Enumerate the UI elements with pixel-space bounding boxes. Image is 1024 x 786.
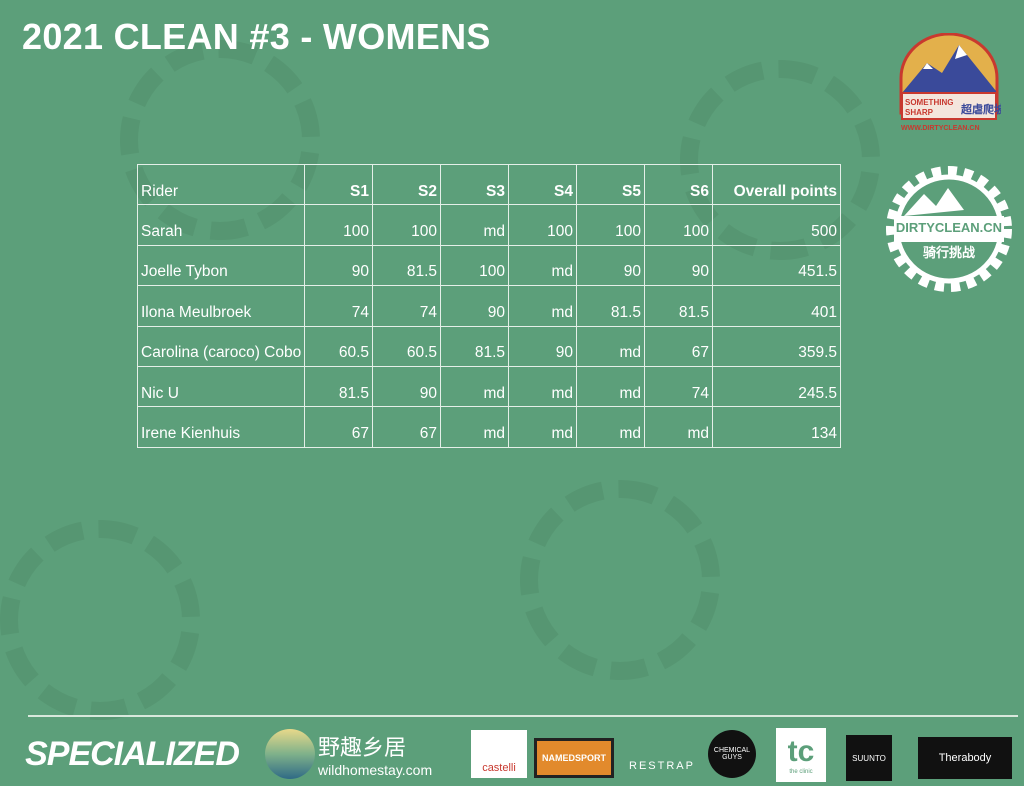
stage-points-s1: 67 bbox=[304, 406, 373, 448]
stage-points-s1: 60.5 bbox=[304, 325, 373, 367]
background-gear bbox=[0, 520, 200, 720]
svg-text:骑行挑战: 骑行挑战 bbox=[923, 245, 975, 260]
stage-points-s2: 100 bbox=[372, 204, 441, 246]
table-row: Joelle Tybon 90 81.5 100 md 90 90 451.5 bbox=[137, 244, 841, 287]
table-header-row: Rider S1 S2 S3 S4 S5 S6 Overall points bbox=[137, 163, 841, 206]
stage-points-s6: 74 bbox=[644, 365, 713, 408]
results-table: Rider S1 S2 S3 S4 S5 S6 Overall points S… bbox=[137, 163, 841, 448]
header-s4: S4 bbox=[508, 163, 577, 206]
dirtyclean-gear-logo: DIRTYCLEAN.CN 骑行挑战 bbox=[886, 166, 1012, 292]
page-title: 2021 CLEAN #3 - WOMENS bbox=[22, 16, 491, 57]
overall-points: 245.5 bbox=[712, 365, 841, 408]
overall-points: 359.5 bbox=[712, 325, 841, 367]
rider-name: Joelle Tybon bbox=[137, 244, 305, 287]
rider-name: Sarah bbox=[137, 204, 305, 246]
stage-points-s1: 90 bbox=[304, 244, 373, 287]
table-row: Carolina (caroco) Cobo 60.5 60.5 81.5 90 md 67… bbox=[137, 325, 841, 367]
sponsor-specialized: SPECIALIZED bbox=[25, 734, 240, 773]
rider-name: Carolina (caroco) Cobo bbox=[137, 325, 305, 367]
stage-points-s4: md bbox=[508, 406, 577, 448]
svg-text:SOMETHING: SOMETHING bbox=[905, 98, 953, 107]
stage-points-s4: 90 bbox=[508, 325, 577, 367]
stage-points-s3: 81.5 bbox=[440, 325, 509, 367]
rider-name: Nic U bbox=[137, 365, 305, 408]
svg-text:WWW.DIRTYCLEAN.CN: WWW.DIRTYCLEAN.CN bbox=[901, 125, 980, 132]
table-row: Ilona Meulbroek 74 74 90 md 81.5 81.5 401 bbox=[137, 285, 841, 327]
sponsor-chemical-guys: CHEMICAL GUYS bbox=[708, 730, 756, 778]
stage-points-s1: 100 bbox=[304, 204, 373, 246]
stage-points-s2: 60.5 bbox=[372, 325, 441, 367]
stage-points-s4: md bbox=[508, 285, 577, 327]
svg-text:超虐爬坡线: 超虐爬坡线 bbox=[960, 102, 1001, 116]
sponsor-castelli: castelli bbox=[471, 730, 527, 778]
footer-divider bbox=[28, 715, 1018, 717]
stage-points-s2: 67 bbox=[372, 406, 441, 448]
header-s6: S6 bbox=[644, 163, 713, 206]
header-s2: S2 bbox=[372, 163, 441, 206]
stage-points-s3: 100 bbox=[440, 244, 509, 287]
header-rider: Rider bbox=[137, 163, 305, 206]
stage-points-s3: md bbox=[440, 204, 509, 246]
overall-points: 401 bbox=[712, 285, 841, 327]
stage-points-s5: md bbox=[576, 406, 645, 448]
rider-name: Ilona Meulbroek bbox=[137, 285, 305, 327]
stage-points-s4: md bbox=[508, 365, 577, 408]
sponsor-therabody: Therabody bbox=[918, 737, 1012, 779]
stage-points-s3: md bbox=[440, 406, 509, 448]
svg-text:SHARP: SHARP bbox=[905, 108, 934, 117]
sponsor-suunto: SUUNTO bbox=[846, 735, 892, 781]
sponsor-wildhomestay-cn: 野趣乡居 bbox=[318, 735, 407, 760]
stage-points-s5: md bbox=[576, 325, 645, 367]
svg-text:DIRTYCLEAN.CN: DIRTYCLEAN.CN bbox=[896, 220, 1002, 235]
sponsor-tc: tc bbox=[787, 735, 815, 768]
sponsor-namedsport: NAMEDSPORT bbox=[534, 738, 614, 778]
stage-points-s3: 90 bbox=[440, 285, 509, 327]
stage-points-s2: 90 bbox=[372, 365, 441, 408]
stage-points-s5: md bbox=[576, 365, 645, 408]
stage-points-s4: md bbox=[508, 244, 577, 287]
header-s3: S3 bbox=[440, 163, 509, 206]
sponsor-wildhomestay-icon bbox=[264, 729, 316, 779]
stage-points-s2: 81.5 bbox=[372, 244, 441, 287]
sponsor-wildhomestay: wildhomestay.com bbox=[318, 762, 433, 778]
stage-points-s6: 81.5 bbox=[644, 285, 713, 327]
overall-points: 451.5 bbox=[712, 244, 841, 287]
rider-name: Irene Kienhuis bbox=[137, 406, 305, 448]
sponsor-tc-sub: the clinic bbox=[789, 769, 813, 775]
header-overall: Overall points bbox=[712, 163, 841, 206]
stage-points-s6: 100 bbox=[644, 204, 713, 246]
overall-points: 500 bbox=[712, 204, 841, 246]
table-row: Nic U 81.5 90 md md md 74 245.5 bbox=[137, 365, 841, 408]
stage-points-s5: 81.5 bbox=[576, 285, 645, 327]
stage-points-s1: 81.5 bbox=[304, 365, 373, 408]
stage-points-s2: 74 bbox=[372, 285, 441, 327]
stage-points-s6: 67 bbox=[644, 325, 713, 367]
header-s1: S1 bbox=[304, 163, 373, 206]
overall-points: 134 bbox=[712, 406, 841, 448]
stage-points-s5: 90 bbox=[576, 244, 645, 287]
table-row: Sarah 100 100 md 100 100 100 500 bbox=[137, 204, 841, 246]
stage-points-s5: 100 bbox=[576, 204, 645, 246]
something-sharp-logo: SOMETHING SHARP 超虐爬坡线 WWW.DIRTYCLEAN.CN bbox=[899, 33, 1001, 132]
stage-points-s6: md bbox=[644, 406, 713, 448]
table-row: Irene Kienhuis 67 67 md md md md 134 bbox=[137, 406, 841, 448]
background-gear bbox=[520, 480, 720, 680]
stage-points-s4: 100 bbox=[508, 204, 577, 246]
stage-points-s3: md bbox=[440, 365, 509, 408]
stage-points-s6: 90 bbox=[644, 244, 713, 287]
stage-points-s1: 74 bbox=[304, 285, 373, 327]
sponsor-restrap: RESTRAP bbox=[629, 760, 695, 772]
header-s5: S5 bbox=[576, 163, 645, 206]
